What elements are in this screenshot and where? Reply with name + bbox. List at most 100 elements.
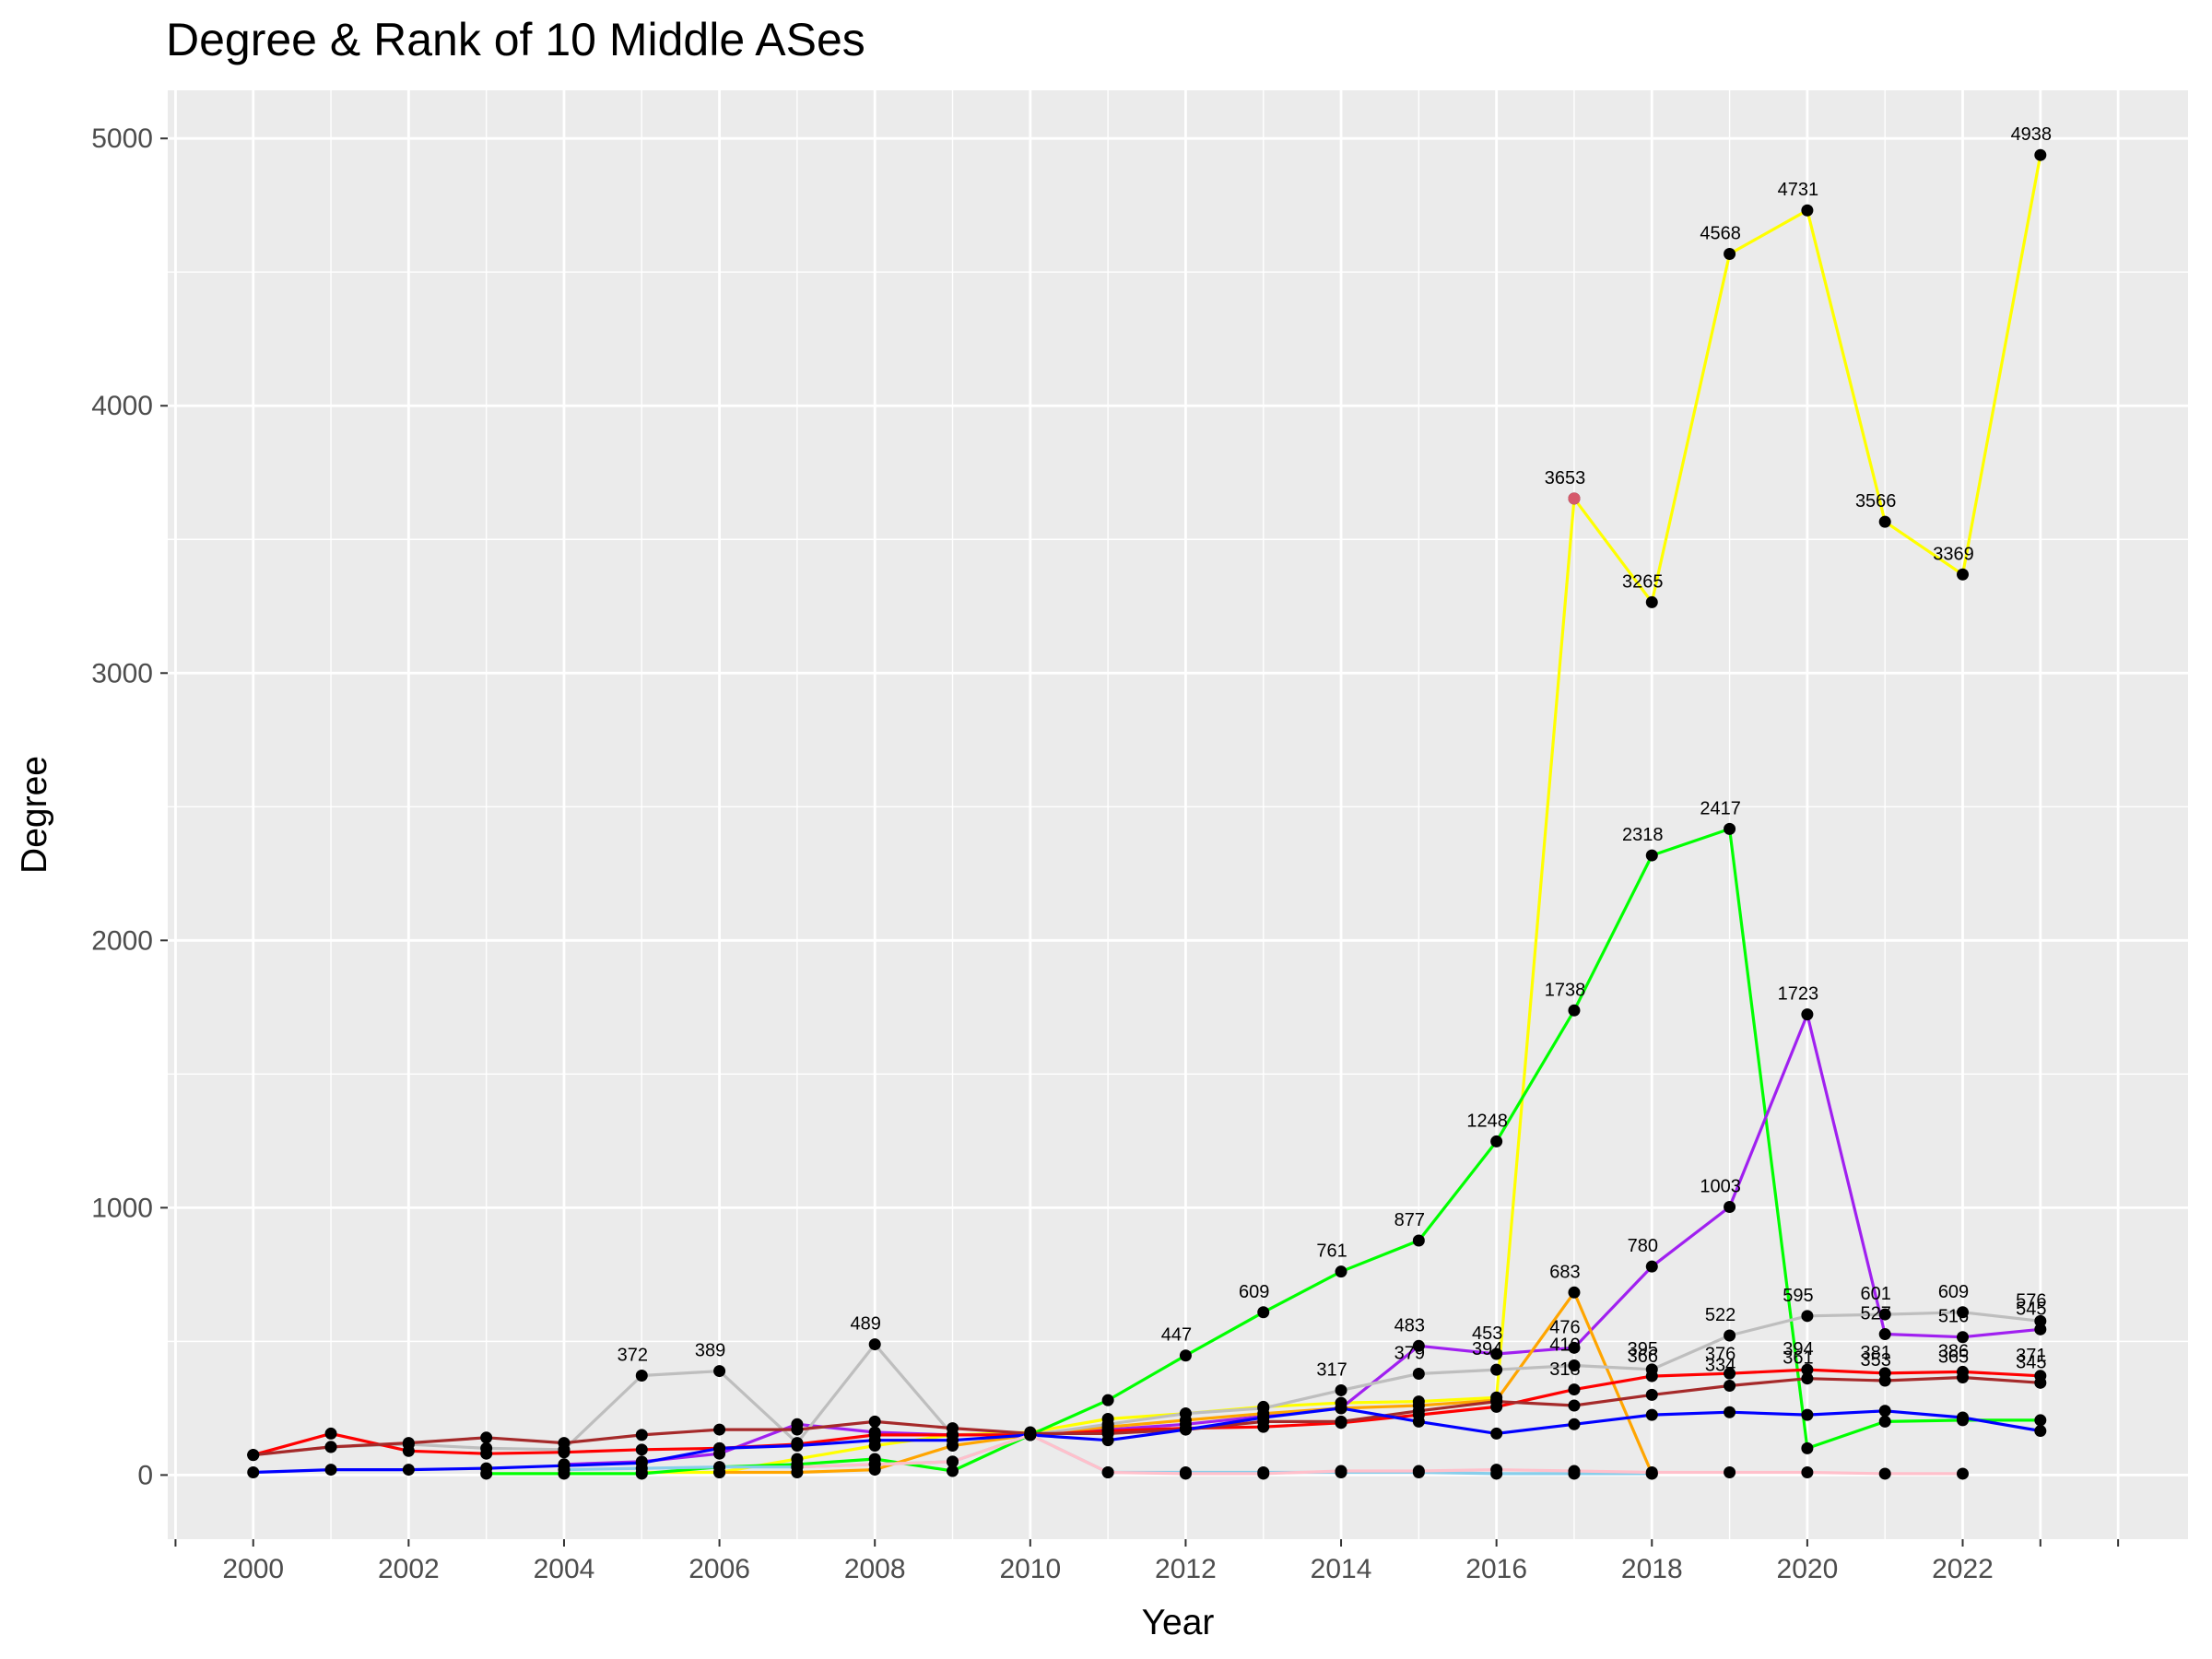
data-label: 3566 bbox=[1855, 491, 1897, 512]
data-point bbox=[868, 1458, 881, 1471]
data-label: 345 bbox=[2016, 1352, 2046, 1372]
chart-title: Degree & Rank of 10 Middle ASes bbox=[166, 14, 865, 65]
y-axis: 0 1000 2000 3000 4000 5000 bbox=[91, 124, 168, 1490]
plot-panel bbox=[168, 90, 2188, 1539]
data-label: 334 bbox=[1705, 1356, 1735, 1376]
data-point bbox=[1878, 515, 1891, 528]
data-label: 522 bbox=[1705, 1305, 1735, 1325]
data-label: 1723 bbox=[1778, 984, 1819, 1005]
data-label: 447 bbox=[1161, 1325, 1192, 1346]
data-label: 483 bbox=[1394, 1315, 1425, 1335]
data-point bbox=[791, 1439, 804, 1452]
data-label: 371 bbox=[2016, 1346, 2046, 1366]
data-labels: 3653 3265 4568 4731 3566 3369 4938 447 609 761 877… bbox=[618, 124, 2052, 1380]
data-point bbox=[1490, 1135, 1503, 1147]
data-label: 489 bbox=[851, 1314, 881, 1335]
data-label: 410 bbox=[1549, 1335, 1580, 1355]
data-label: 318 bbox=[1549, 1359, 1580, 1380]
x-tick-label: 2012 bbox=[1155, 1554, 1217, 1584]
data-point bbox=[1335, 1465, 1347, 1477]
data-point bbox=[1568, 1341, 1581, 1354]
data-point bbox=[1257, 1306, 1270, 1319]
data-point bbox=[1412, 1415, 1425, 1428]
data-label: 389 bbox=[695, 1341, 725, 1361]
data-label: 366 bbox=[1628, 1347, 1658, 1367]
data-point bbox=[791, 1423, 804, 1436]
data-label: 545 bbox=[2016, 1299, 2046, 1319]
data-label: 317 bbox=[1316, 1359, 1347, 1380]
data-point bbox=[1645, 849, 1658, 862]
data-label: 1003 bbox=[1700, 1176, 1741, 1196]
data-point bbox=[1024, 1429, 1037, 1441]
data-point bbox=[1957, 568, 1970, 581]
y-axis-title: Degree bbox=[15, 756, 54, 874]
data-point bbox=[1724, 1329, 1736, 1342]
data-label: 365 bbox=[1938, 1347, 1969, 1368]
data-point bbox=[713, 1441, 726, 1454]
data-point bbox=[1412, 1367, 1425, 1380]
x-tick-label: 2018 bbox=[1621, 1554, 1683, 1584]
data-point bbox=[1335, 1415, 1347, 1428]
data-label: 4568 bbox=[1700, 224, 1741, 244]
data-label: 379 bbox=[1394, 1343, 1425, 1363]
data-point bbox=[1801, 204, 1814, 217]
data-point bbox=[1645, 595, 1658, 608]
x-tick-label: 2010 bbox=[999, 1554, 1061, 1584]
data-point bbox=[2034, 1376, 2047, 1389]
data-point bbox=[947, 1465, 959, 1477]
data-point bbox=[635, 1429, 648, 1441]
data-point bbox=[1724, 1406, 1736, 1418]
y-tick-label: 3000 bbox=[91, 658, 153, 688]
data-label: 601 bbox=[1861, 1284, 1891, 1304]
data-point bbox=[480, 1447, 493, 1460]
data-point bbox=[635, 1443, 648, 1456]
data-label: 609 bbox=[1239, 1282, 1269, 1302]
data-point bbox=[558, 1446, 571, 1459]
data-point bbox=[1257, 1467, 1270, 1480]
data-point bbox=[1957, 1411, 1970, 1424]
data-point bbox=[558, 1437, 571, 1450]
data-point bbox=[1957, 1331, 1970, 1344]
data-point bbox=[1645, 1260, 1658, 1273]
data-point bbox=[1957, 1306, 1970, 1319]
data-point bbox=[324, 1464, 337, 1477]
data-point bbox=[1801, 1408, 1814, 1421]
data-point bbox=[947, 1422, 959, 1435]
data-label: 516 bbox=[1938, 1307, 1969, 1327]
data-point bbox=[1568, 1004, 1581, 1017]
data-label: 595 bbox=[1783, 1286, 1813, 1306]
data-point bbox=[1568, 1359, 1581, 1371]
series-line-10 bbox=[796, 1433, 1963, 1476]
data-label: 1248 bbox=[1466, 1111, 1508, 1131]
y-tick-label: 2000 bbox=[91, 925, 153, 956]
data-label: 476 bbox=[1549, 1317, 1580, 1337]
data-point bbox=[1257, 1402, 1270, 1415]
data-point bbox=[1568, 1383, 1581, 1396]
data-point bbox=[2034, 1425, 2047, 1438]
data-label: 3369 bbox=[1933, 544, 1974, 564]
data-point bbox=[558, 1464, 571, 1477]
data-point bbox=[1645, 1388, 1658, 1401]
data-point bbox=[1645, 1465, 1658, 1478]
data-point bbox=[402, 1437, 415, 1450]
data-point bbox=[1568, 1465, 1581, 1477]
x-tick-label: 2002 bbox=[378, 1554, 440, 1584]
series-line-5 bbox=[253, 1311, 2041, 1457]
data-label: 4731 bbox=[1778, 180, 1819, 200]
data-point bbox=[324, 1427, 337, 1440]
data-label: 576 bbox=[2016, 1290, 2046, 1311]
data-point bbox=[1878, 1467, 1891, 1480]
data-point bbox=[1724, 1380, 1736, 1393]
data-point bbox=[1801, 1310, 1814, 1323]
data-label: 527 bbox=[1861, 1304, 1891, 1324]
data-point bbox=[1490, 1464, 1503, 1477]
x-tick-label: 2016 bbox=[1465, 1554, 1527, 1584]
data-point bbox=[713, 1423, 726, 1436]
y-tick-label: 5000 bbox=[91, 124, 153, 154]
x-axis: 2000 2002 2004 2006 2008 2010 2012 2014 2016 2018… bbox=[174, 1539, 2120, 1584]
data-label: 361 bbox=[1783, 1348, 1813, 1369]
x-tick-label: 2006 bbox=[688, 1554, 750, 1584]
data-label: 372 bbox=[618, 1345, 648, 1365]
data-point bbox=[247, 1449, 260, 1462]
